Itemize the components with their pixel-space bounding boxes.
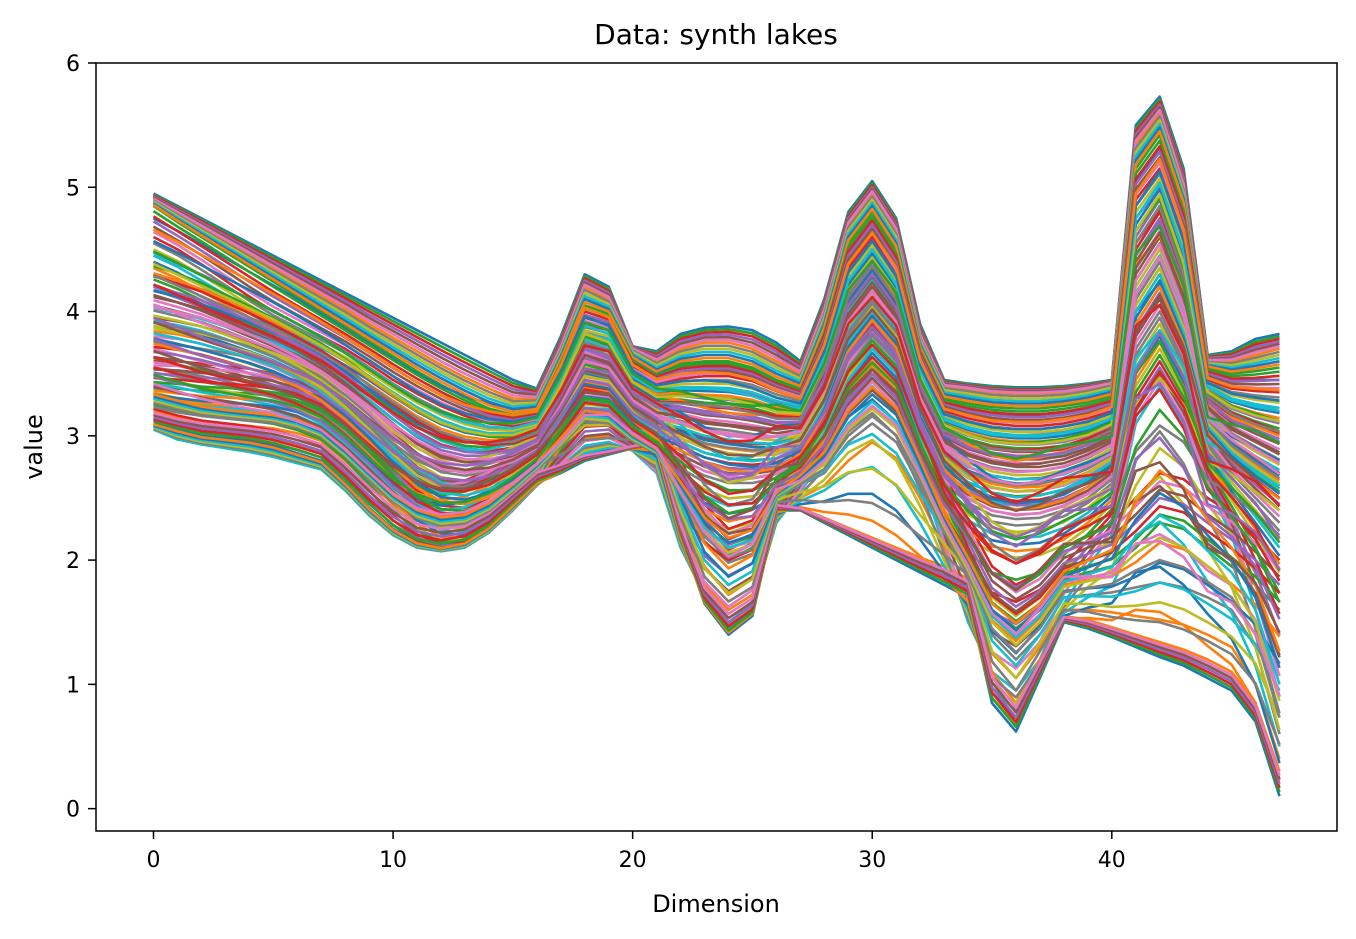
series-line — [152, 156, 1280, 424]
series-line — [152, 283, 1281, 508]
series-line — [153, 279, 1281, 505]
chart-title: Data: synth lakes — [594, 18, 838, 51]
series-line — [153, 220, 1281, 459]
x-tick-label: 10 — [379, 848, 407, 873]
x-tick-label: 0 — [146, 848, 160, 873]
plot-frame — [95, 62, 1338, 832]
series-line — [153, 417, 1281, 789]
y-tick-label: 0 — [66, 798, 80, 823]
series-line — [153, 325, 1281, 540]
series-line — [153, 310, 1281, 525]
series-line — [152, 139, 1280, 418]
series-line — [153, 339, 1281, 544]
series-line — [152, 130, 1280, 414]
series-line — [152, 158, 1280, 424]
y-tick-label: 2 — [66, 549, 80, 574]
series-line — [152, 205, 1280, 453]
series-line — [153, 231, 1281, 467]
y-tick-label: 4 — [66, 301, 80, 326]
series-line — [152, 169, 1280, 431]
x-tick-label: 30 — [858, 848, 886, 873]
series-line — [153, 420, 1281, 793]
x-axis-label: Dimension — [652, 890, 780, 918]
series-line — [152, 133, 1280, 417]
series-line — [152, 167, 1280, 428]
series-line — [152, 177, 1280, 434]
series-line — [152, 118, 1280, 406]
series-line — [152, 145, 1280, 420]
y-tick-label: 3 — [66, 425, 80, 450]
series-line — [153, 316, 1281, 571]
x-tick-label: 20 — [619, 848, 647, 873]
y-tick-label: 5 — [66, 176, 80, 201]
series-line — [152, 122, 1280, 408]
series-line — [153, 285, 1281, 511]
series-line — [153, 393, 1281, 669]
y-tick-label: 1 — [66, 673, 80, 698]
series-line — [152, 126, 1280, 411]
series-line — [153, 223, 1281, 463]
series-line — [153, 255, 1281, 486]
series-line — [152, 193, 1280, 446]
series-line — [153, 415, 1281, 785]
series-line — [153, 382, 1281, 697]
series-line — [153, 360, 1281, 604]
y-tick-label: 6 — [66, 52, 80, 77]
series-line — [153, 399, 1281, 702]
y-axis-label: value — [20, 414, 48, 480]
series-line — [152, 115, 1280, 403]
series-line — [153, 413, 1281, 781]
series-line — [153, 349, 1281, 634]
series-lines — [152, 95, 1281, 797]
x-tick-label: 40 — [1098, 848, 1126, 873]
series-line — [152, 224, 1281, 460]
x-axis-ticks: 0 10 20 30 40 — [146, 831, 1126, 873]
series-line — [152, 108, 1280, 399]
y-axis-ticks: 0 1 2 3 4 5 6 — [66, 52, 96, 823]
series-line — [153, 411, 1281, 776]
